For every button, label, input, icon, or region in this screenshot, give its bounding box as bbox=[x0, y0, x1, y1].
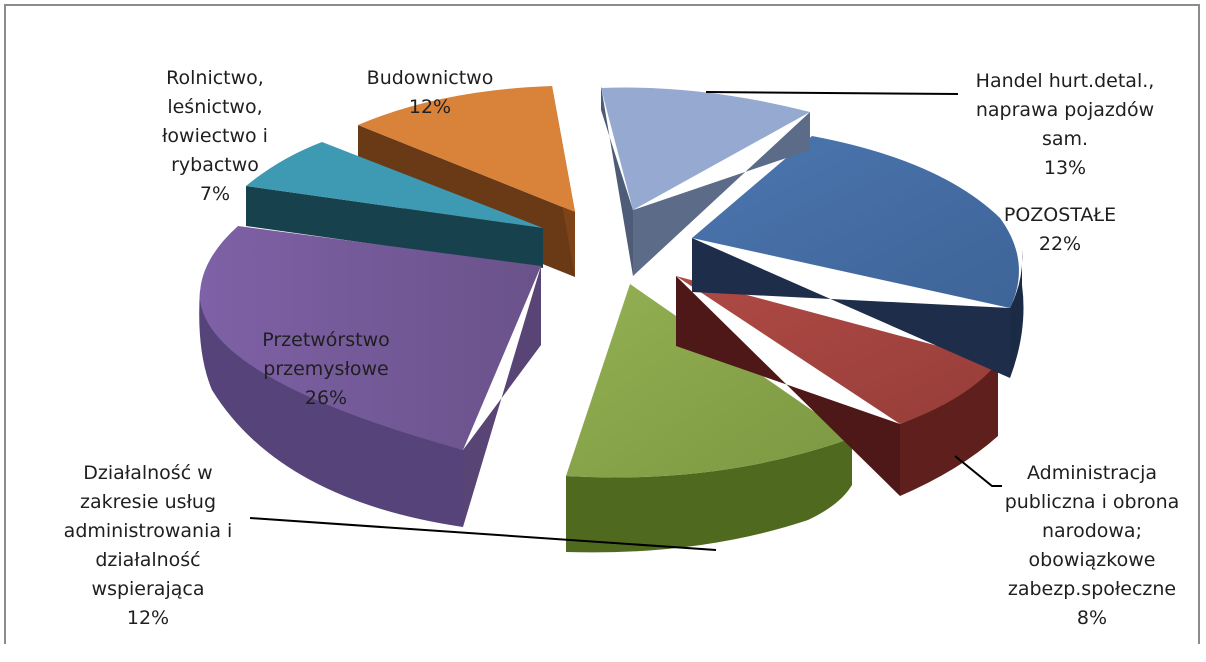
label-pozostale-name: POZOSTAŁE bbox=[1003, 204, 1117, 226]
pie-chart bbox=[199, 86, 1024, 553]
slice-administracja[interactable] bbox=[676, 276, 998, 496]
label-przetworstwo-percent: 26% bbox=[304, 387, 348, 409]
label-dzialalnosc: Działalność w zakresie usług administrow… bbox=[38, 430, 258, 662]
chart-frame bbox=[4, 4, 1200, 644]
label-przetworstwo: Przetwórstwo przemysłowe 26% bbox=[236, 297, 416, 442]
label-administracja: Administracja publiczna i obrona narodow… bbox=[992, 430, 1192, 662]
label-rolnictwo: Rolnictwo, leśnictwo, łowiectwo i rybact… bbox=[135, 35, 295, 238]
slice-green[interactable] bbox=[566, 284, 852, 553]
label-budownictwo: Budownictwo 12% bbox=[340, 35, 520, 151]
slice-przetworstwo[interactable] bbox=[199, 226, 541, 527]
label-przetworstwo-name: Przetwórstwo przemysłowe bbox=[262, 329, 390, 380]
label-rolnictwo-percent: 7% bbox=[199, 183, 231, 205]
slice-handel[interactable] bbox=[601, 86, 810, 276]
label-handel-percent: 13% bbox=[1043, 157, 1087, 179]
leader-line-handel bbox=[705, 91, 959, 95]
label-budownictwo-percent: 12% bbox=[408, 96, 452, 118]
label-dzialalnosc-percent: 12% bbox=[126, 607, 170, 629]
label-budownictwo-name: Budownictwo bbox=[366, 67, 494, 89]
slice-rolnictwo[interactable] bbox=[246, 142, 543, 268]
leader-line-administracja bbox=[954, 455, 1002, 487]
label-pozostale-percent: 22% bbox=[1038, 233, 1082, 255]
slice-pozostale[interactable] bbox=[692, 136, 1024, 378]
label-pozostale: POZOSTAŁE 22% bbox=[985, 172, 1135, 288]
label-dzialalnosc-name: Działalność w zakresie usług administrow… bbox=[63, 462, 233, 600]
label-rolnictwo-name: Rolnictwo, leśnictwo, łowiectwo i rybact… bbox=[162, 67, 268, 176]
label-administracja-name: Administracja publiczna i obrona narodow… bbox=[1004, 462, 1180, 600]
label-administracja-percent: 8% bbox=[1076, 607, 1108, 629]
label-handel-name: Handel hurt.detal., naprawa pojazdów sam… bbox=[975, 70, 1155, 150]
label-handel: Handel hurt.detal., naprawa pojazdów sam… bbox=[955, 38, 1175, 212]
leader-line-dzialalnosc bbox=[249, 517, 717, 551]
